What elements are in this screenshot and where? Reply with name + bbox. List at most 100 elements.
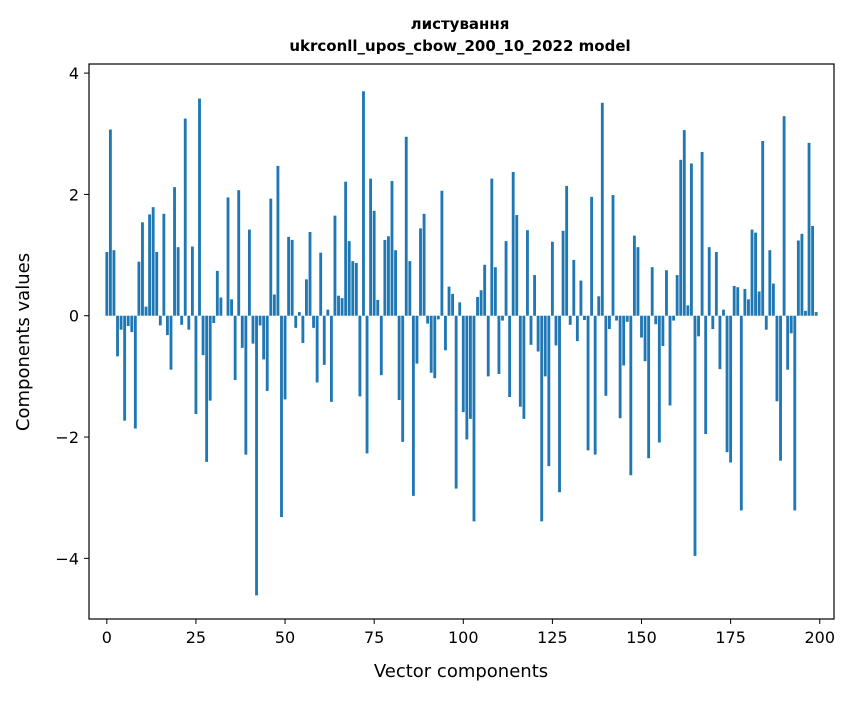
bar-component-54 — [298, 312, 301, 316]
bar-component-77 — [380, 316, 383, 375]
bar-component-129 — [565, 186, 568, 316]
bar-component-62 — [326, 310, 329, 316]
bar-component-41 — [252, 316, 255, 344]
bar-component-27 — [202, 316, 205, 355]
bar-component-115 — [515, 215, 518, 316]
bar-component-13 — [152, 207, 155, 316]
bar-component-95 — [444, 316, 447, 351]
bar-component-142 — [612, 195, 615, 316]
bar-component-85 — [408, 261, 411, 316]
bar-component-125 — [551, 242, 554, 316]
bar-component-2 — [113, 250, 116, 316]
bar-component-143 — [615, 316, 618, 321]
bar-component-114 — [512, 172, 515, 316]
bar-component-130 — [569, 316, 572, 325]
bar-component-100 — [462, 316, 465, 412]
bar-component-102 — [469, 316, 472, 419]
bar-component-132 — [576, 316, 579, 341]
bar-component-139 — [601, 103, 604, 316]
x-tick-label: 25 — [186, 628, 206, 647]
bar-component-16 — [162, 214, 165, 316]
bar-component-35 — [230, 299, 233, 315]
bar-component-12 — [148, 214, 151, 315]
bar-component-183 — [758, 291, 761, 315]
bar-component-126 — [555, 316, 558, 346]
bar-component-165 — [694, 316, 697, 556]
x-tick-label: 75 — [364, 628, 384, 647]
bar-component-135 — [587, 316, 590, 451]
bar-component-80 — [391, 181, 394, 316]
bar-component-30 — [212, 316, 215, 323]
bar-component-84 — [405, 137, 408, 316]
x-tick-label: 100 — [448, 628, 479, 647]
bar-component-23 — [187, 316, 190, 330]
bar-component-26 — [198, 99, 201, 316]
bar-component-154 — [654, 316, 657, 324]
bar-component-138 — [597, 296, 600, 315]
bar-component-14 — [155, 252, 158, 316]
bar-component-124 — [547, 316, 550, 466]
bar-component-78 — [383, 240, 386, 316]
bar-component-104 — [476, 297, 479, 316]
bar-component-63 — [330, 316, 333, 402]
bar-component-69 — [351, 261, 354, 316]
bar-component-111 — [501, 316, 504, 321]
bar-component-189 — [779, 316, 782, 461]
bar-component-19 — [173, 187, 176, 316]
bar-component-60 — [319, 253, 322, 316]
bar-component-147 — [629, 316, 632, 476]
bar-component-131 — [572, 260, 575, 316]
bar-component-151 — [644, 316, 647, 361]
bar-component-43 — [259, 316, 262, 326]
bar-component-116 — [519, 316, 522, 407]
bar-component-17 — [166, 316, 169, 335]
bars-group — [105, 91, 817, 595]
bar-component-31 — [216, 271, 219, 316]
bar-component-133 — [579, 281, 582, 316]
bar-component-86 — [412, 316, 415, 496]
bar-component-88 — [419, 228, 422, 315]
bar-component-56 — [305, 279, 308, 315]
bar-component-181 — [751, 230, 754, 316]
bar-component-97 — [451, 294, 454, 316]
bar-component-153 — [651, 267, 654, 316]
y-tick-label: 2 — [69, 185, 79, 204]
bar-component-32 — [219, 298, 222, 316]
bar-component-191 — [786, 316, 789, 370]
bar-component-93 — [437, 316, 440, 320]
bar-component-50 — [284, 316, 287, 400]
bar-component-121 — [537, 316, 540, 352]
bar-component-122 — [540, 316, 543, 522]
bar-component-172 — [719, 316, 722, 369]
bar-component-188 — [776, 316, 779, 402]
y-tick-label: −4 — [55, 549, 79, 568]
bar-component-171 — [715, 252, 718, 316]
chart-title-line-1: листування — [411, 15, 510, 33]
bar-component-190 — [783, 116, 786, 316]
bar-component-112 — [505, 241, 508, 316]
bar-component-71 — [358, 316, 361, 397]
bar-component-187 — [772, 284, 775, 316]
bar-component-25 — [195, 316, 198, 414]
bar-component-65 — [337, 296, 340, 316]
bar-component-47 — [273, 294, 276, 315]
bar-component-58 — [312, 316, 315, 328]
bar-component-177 — [736, 287, 739, 316]
bar-component-193 — [793, 316, 796, 511]
bar-component-101 — [465, 316, 468, 440]
bar-component-157 — [665, 270, 668, 315]
bar-component-117 — [522, 316, 525, 419]
bar-component-51 — [287, 237, 290, 316]
bar-component-3 — [116, 316, 119, 357]
bar-component-53 — [294, 316, 297, 328]
bar-component-169 — [708, 247, 711, 316]
bar-component-182 — [754, 233, 757, 316]
bar-component-152 — [647, 316, 650, 459]
x-tick-label: 175 — [715, 628, 746, 647]
bar-component-10 — [141, 222, 144, 315]
bar-component-120 — [533, 275, 536, 316]
bar-component-7 — [130, 316, 133, 332]
bar-component-164 — [690, 163, 693, 315]
bar-component-161 — [679, 160, 682, 316]
bar-component-39 — [244, 316, 247, 455]
